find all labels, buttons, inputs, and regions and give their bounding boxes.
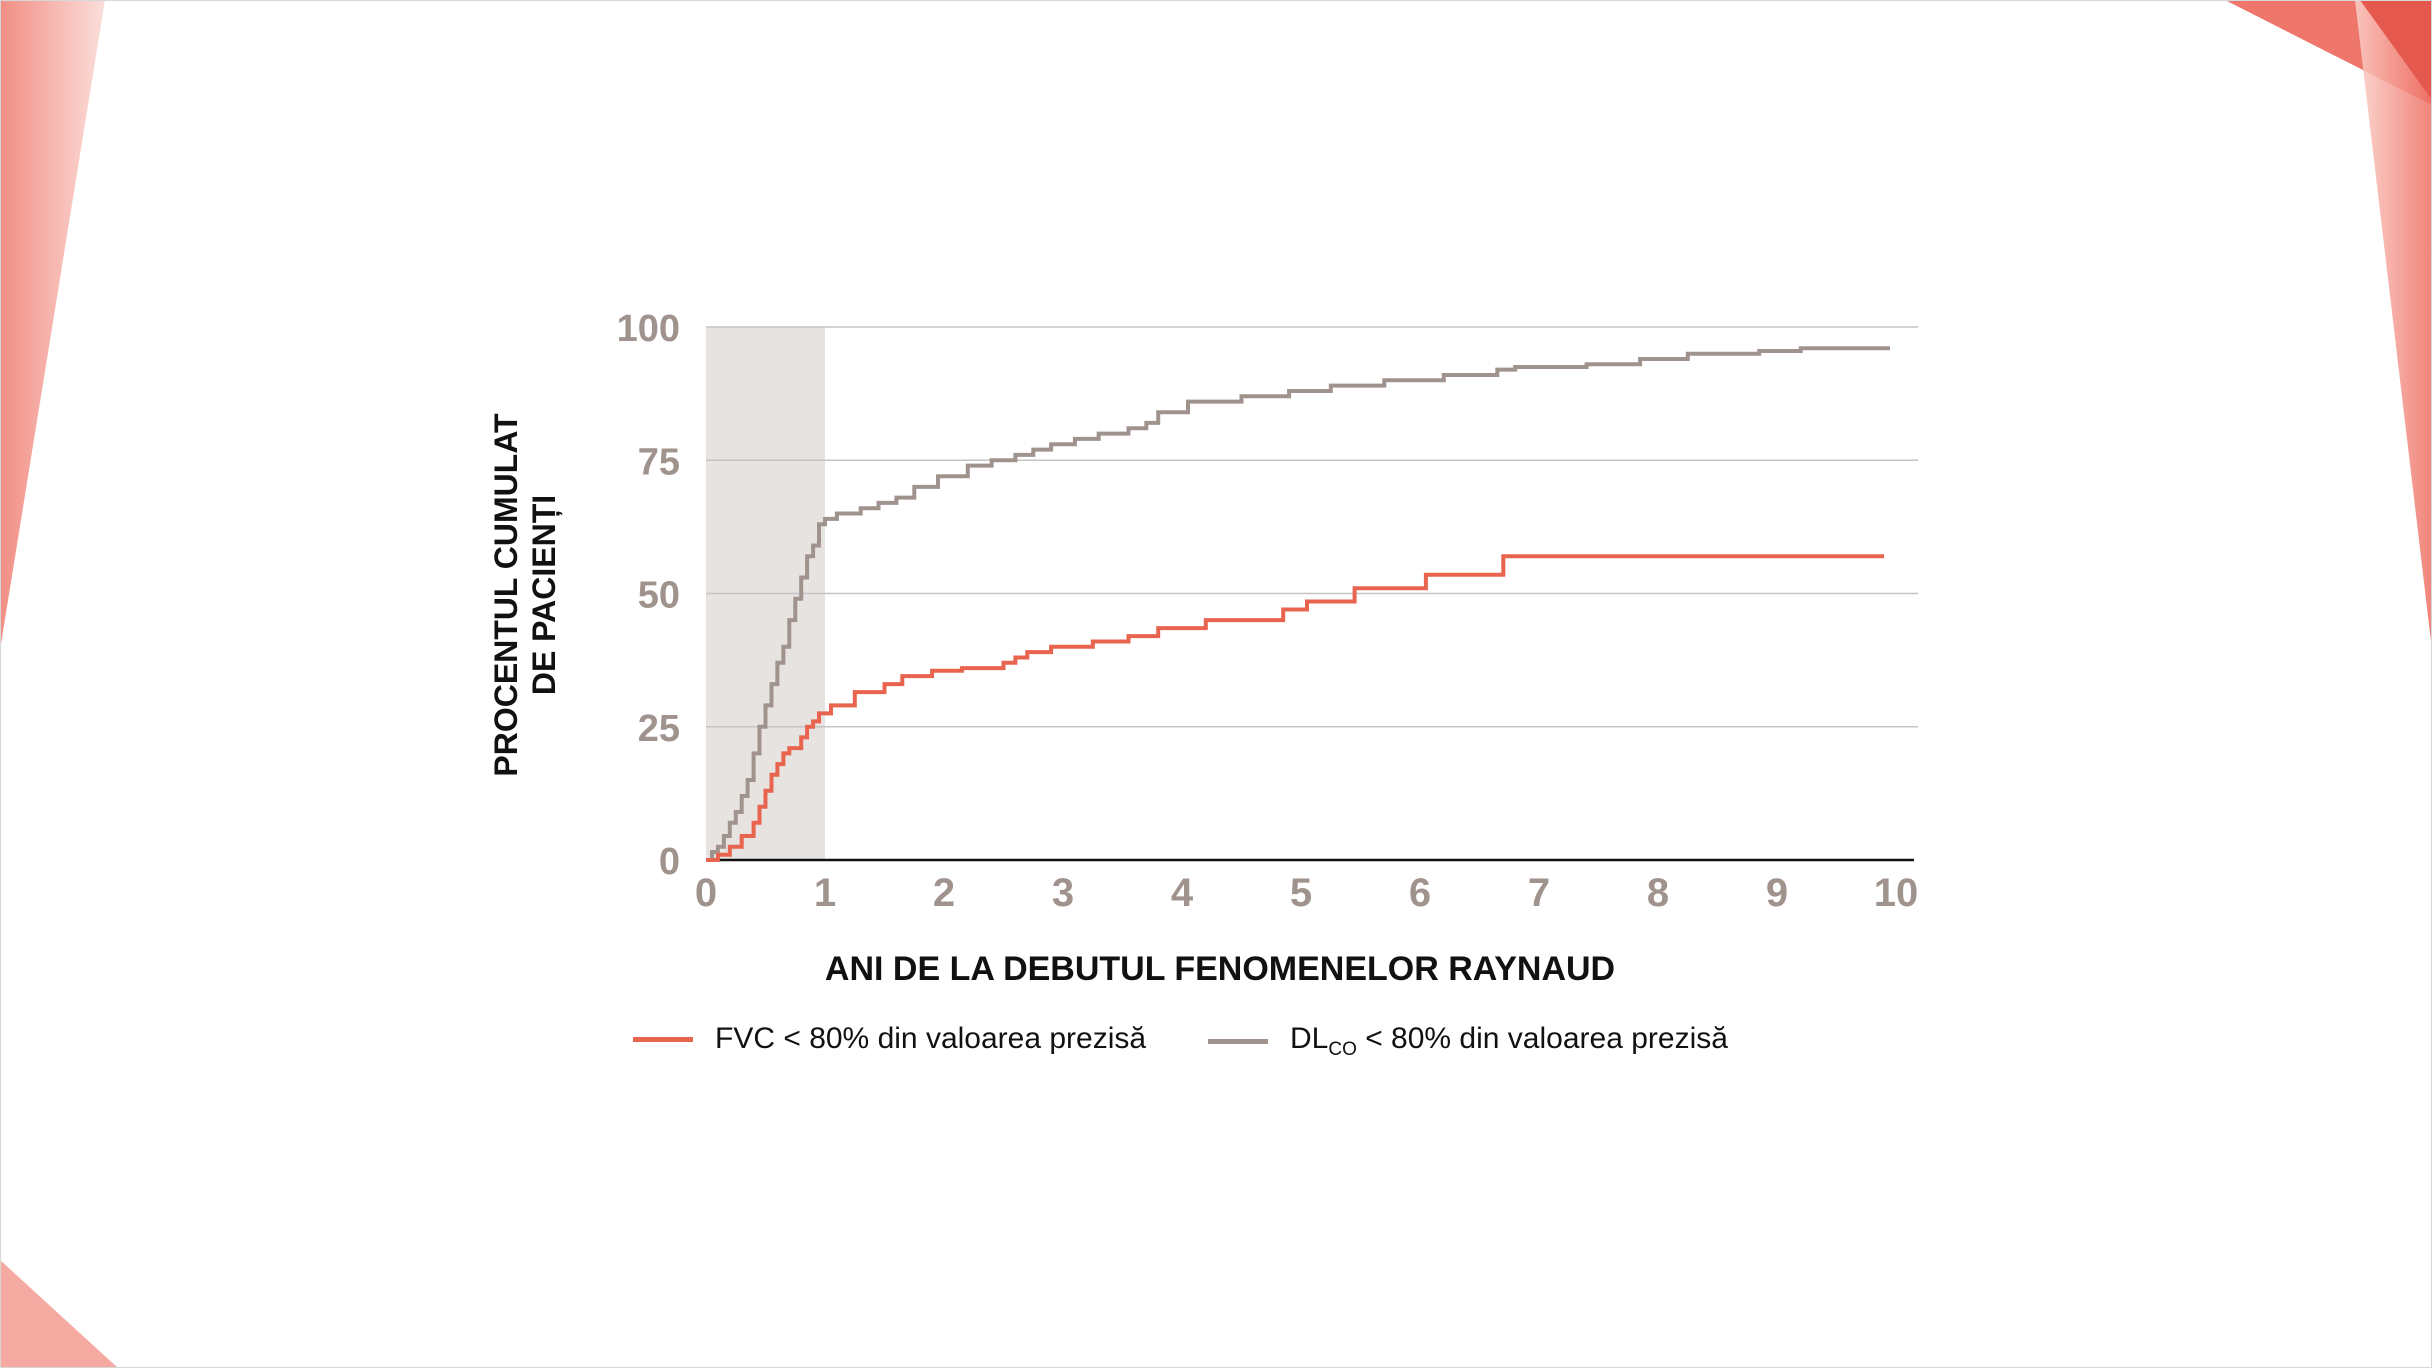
left-accent-shape xyxy=(0,0,105,650)
bottom-left-accent-shape xyxy=(0,1260,118,1368)
y-tick-label-75: 75 xyxy=(638,441,680,483)
legend-label-fvc: FVC < 80% din valoarea prezisă xyxy=(715,1022,1147,1055)
x-tick-label-7: 7 xyxy=(1528,871,1550,915)
legend-swatch-dlco xyxy=(1208,1039,1268,1044)
x-tick-label-9: 9 xyxy=(1766,871,1788,915)
x-tick-label-1: 1 xyxy=(814,871,836,915)
x-tick-label-4: 4 xyxy=(1171,871,1194,915)
series-line-fvc xyxy=(706,554,1885,862)
x-tick-label-5: 5 xyxy=(1290,871,1312,915)
legend-dlco-prefix: DL xyxy=(1290,1022,1329,1055)
y-tick-label-25: 25 xyxy=(638,708,680,750)
legend-dlco-suffix: < 80% din valoarea prezisă xyxy=(1356,1022,1728,1055)
x-axis-title: ANI DE LA DEBUTUL FENOMENELOR RAYNAUD xyxy=(824,950,1616,988)
y-tick-label-0: 0 xyxy=(659,841,680,883)
x-tick-label-6: 6 xyxy=(1409,871,1431,915)
y-tick-label-100: 100 xyxy=(617,308,680,350)
x-tick-label-0: 0 xyxy=(695,871,717,915)
y-axis-title: PROCENTUL CUMULAT DE PACIENȚI xyxy=(487,335,563,855)
legend-swatch-fvc xyxy=(633,1036,693,1042)
legend-item-dlco: DLCO < 80% din valoarea prezisă xyxy=(1208,1022,1728,1061)
y-axis-title-line-1: PROCENTUL CUMULAT xyxy=(488,413,524,777)
x-tick-label-2: 2 xyxy=(933,871,955,915)
x-tick-label-3: 3 xyxy=(1052,871,1074,915)
x-tick-label-8: 8 xyxy=(1647,871,1669,915)
legend-dlco-subscript: CO xyxy=(1328,1039,1357,1060)
series-line-dlco xyxy=(706,346,1890,862)
y-axis-title-line-2: DE PACIENȚI xyxy=(526,494,562,696)
legend-label-dlco: DLCO < 80% din valoarea prezisă xyxy=(1290,1022,1728,1061)
right-accent-strip xyxy=(2355,0,2432,650)
x-tick-label-10: 10 xyxy=(1874,871,1919,915)
legend-item-fvc: FVC < 80% din valoarea prezisă xyxy=(633,1022,1146,1056)
y-tick-label-50: 50 xyxy=(638,575,680,617)
right-accent-corner xyxy=(2360,0,2432,100)
